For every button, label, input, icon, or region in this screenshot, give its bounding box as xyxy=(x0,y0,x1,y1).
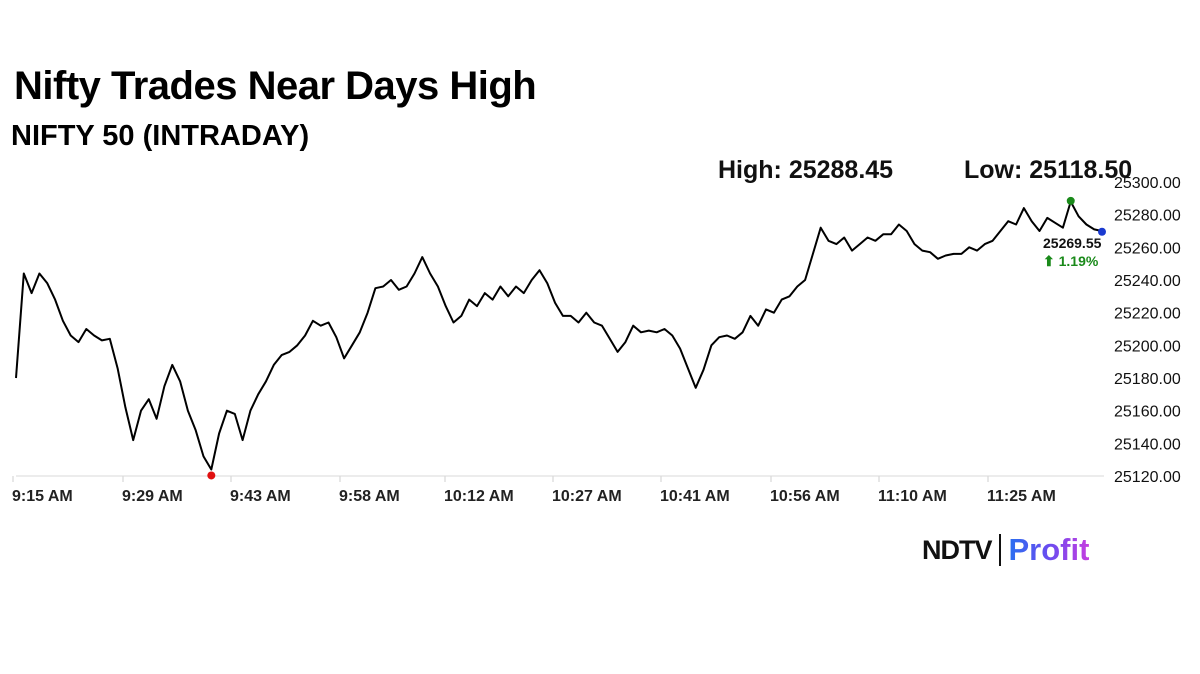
y-tick-label: 25260.00 xyxy=(1114,240,1181,257)
y-tick-label: 25280.00 xyxy=(1114,208,1181,225)
y-axis: 25120.00 25140.00 25160.00 25180.00 25200.00… xyxy=(1114,175,1181,486)
x-tick-label: 10:41 AM xyxy=(660,488,730,505)
x-axis: 9:15 AM 9:29 AM 9:43 AM 9:58 AM 10:12 AM 10:2… xyxy=(12,476,1056,505)
markers xyxy=(207,196,1106,480)
last-value-label: 25269.55 xyxy=(1043,235,1102,251)
price-series-line xyxy=(15,200,1103,471)
low-marker xyxy=(207,471,216,480)
x-tick-label: 9:58 AM xyxy=(339,488,400,505)
y-tick-label: 25180.00 xyxy=(1114,371,1181,388)
last-marker xyxy=(1098,227,1106,236)
high-stat: High: 25288.45 xyxy=(718,156,894,184)
brand-profit: Profit xyxy=(1008,532,1090,567)
brand-ndtv: NDTV xyxy=(922,534,992,565)
y-tick-label: 25120.00 xyxy=(1114,469,1181,486)
x-tick-label: 9:43 AM xyxy=(230,488,291,505)
x-tick-label: 11:10 AM xyxy=(878,488,947,505)
chart-title: Nifty Trades Near Days High xyxy=(14,64,537,108)
last-value-labels: 25269.55 ⬆ 1.19% xyxy=(1043,235,1102,269)
x-tick-label: 11:25 AM xyxy=(987,488,1056,505)
x-tick-label: 10:12 AM xyxy=(444,488,514,505)
brand-separator xyxy=(998,534,1001,566)
chart-subtitle: NIFTY 50 (INTRADAY) xyxy=(11,120,310,152)
low-stat: Low: 25118.50 xyxy=(964,156,1133,184)
high-marker xyxy=(1066,196,1075,205)
y-tick-label: 25200.00 xyxy=(1114,338,1181,355)
y-tick-label: 25160.00 xyxy=(1114,404,1181,421)
y-tick-label: 25220.00 xyxy=(1114,306,1181,323)
y-tick-label: 25140.00 xyxy=(1114,436,1181,453)
ndtv-profit-logo: NDTV Profit xyxy=(922,530,1089,570)
x-tick-label: 9:29 AM xyxy=(122,488,183,505)
change-percent-label: ⬆ 1.19% xyxy=(1043,253,1099,269)
x-tick-label: 9:15 AM xyxy=(12,488,73,505)
y-tick-label: 25240.00 xyxy=(1114,273,1181,290)
x-tick-label: 10:27 AM xyxy=(552,488,622,505)
x-tick-label: 10:56 AM xyxy=(770,488,840,505)
y-tick-label: 25300.00 xyxy=(1114,175,1181,192)
